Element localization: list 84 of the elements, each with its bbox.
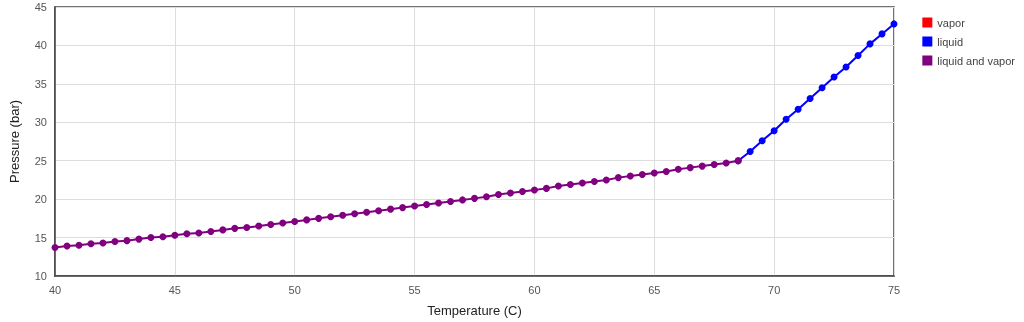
point	[806, 94, 814, 102]
y-tick-label: 20	[34, 193, 47, 206]
x-axis-title: Temperature (C)	[427, 303, 522, 318]
point	[518, 187, 526, 195]
point	[818, 84, 826, 92]
point	[267, 221, 275, 228]
point	[231, 224, 239, 232]
point	[770, 127, 778, 135]
point	[375, 207, 383, 215]
x-tick-label: 45	[168, 283, 181, 296]
y-tick-label: 35	[34, 77, 47, 90]
point	[722, 159, 730, 167]
x-tick-label: 70	[768, 283, 781, 296]
y-tick-label: 25	[34, 154, 47, 167]
point	[339, 211, 347, 219]
point	[650, 169, 658, 177]
point	[207, 227, 215, 235]
x-tick-label: 75	[887, 283, 901, 296]
point	[159, 233, 167, 241]
point	[315, 214, 323, 222]
point	[614, 174, 622, 182]
y-tick-label: 30	[34, 116, 47, 129]
point	[411, 202, 419, 210]
point	[602, 176, 610, 184]
x-tick-label: 55	[408, 283, 421, 296]
point	[566, 181, 574, 189]
legend-label: vapor	[937, 16, 966, 29]
point	[435, 199, 443, 207]
point	[243, 224, 251, 232]
point	[542, 184, 550, 192]
point	[135, 235, 143, 243]
point	[51, 244, 59, 252]
point	[147, 234, 155, 242]
point	[794, 105, 802, 113]
x-tick-label: 65	[648, 283, 661, 296]
point	[255, 222, 263, 230]
point	[590, 177, 598, 185]
point	[459, 196, 467, 204]
point	[686, 164, 694, 172]
y-tick-label: 45	[34, 1, 47, 13]
y-axis-title: Pressure (bar)	[7, 99, 22, 184]
point	[219, 226, 227, 234]
y-tick-label: 40	[34, 39, 47, 52]
point	[387, 205, 395, 213]
point	[530, 186, 538, 194]
point	[662, 167, 670, 175]
point	[638, 171, 646, 179]
point	[183, 230, 191, 238]
point	[554, 182, 562, 190]
point	[75, 241, 83, 249]
point	[758, 137, 766, 145]
x-tick-label: 40	[48, 283, 62, 296]
point	[698, 162, 706, 170]
point	[854, 51, 862, 59]
point	[746, 147, 754, 155]
x-tick-label: 60	[528, 283, 541, 296]
point	[399, 204, 407, 212]
point	[291, 217, 299, 225]
legend-label: liquid and vapor	[937, 54, 1016, 67]
point	[123, 237, 131, 245]
point	[482, 193, 490, 201]
x-tick-label: 50	[288, 283, 301, 296]
point	[423, 201, 431, 209]
point	[471, 194, 478, 202]
point	[494, 191, 502, 199]
point	[171, 231, 179, 239]
y-tick-label: 15	[34, 231, 47, 244]
point	[447, 197, 455, 205]
point	[351, 210, 359, 218]
point	[87, 240, 95, 248]
legend-label: liquid	[937, 35, 964, 48]
y-tick-label: 10	[34, 270, 47, 282]
point	[710, 161, 718, 169]
point	[279, 219, 287, 227]
point	[626, 172, 634, 180]
point	[674, 165, 682, 173]
point	[195, 229, 203, 237]
point	[506, 189, 514, 197]
point	[111, 237, 119, 245]
point	[327, 213, 335, 221]
point	[303, 216, 311, 224]
point	[363, 208, 371, 216]
point	[578, 179, 586, 187]
point	[782, 115, 790, 123]
